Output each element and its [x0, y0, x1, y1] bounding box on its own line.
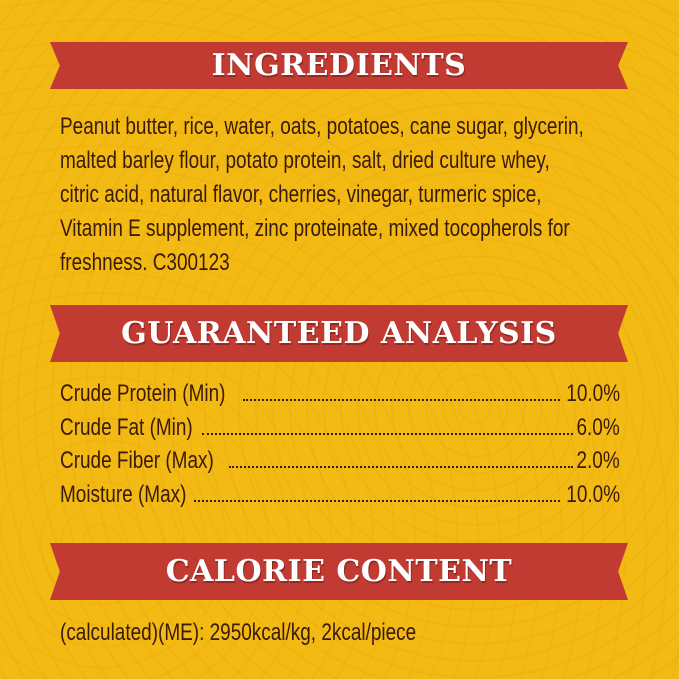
analysis-row: Moisture (Max) 10.0%	[60, 481, 620, 515]
calorie-banner: CALORIE CONTENT	[50, 543, 628, 600]
analysis-row: Crude Fiber (Max) 2.0%	[60, 447, 620, 481]
calorie-text: (calculated)(ME): 2950kcal/kg, 2kcal/pie…	[60, 619, 417, 646]
analysis-table: Crude Protein (Min) 10.0% Crude Fat (Min)…	[60, 380, 620, 514]
analysis-banner: GUARANTEED ANALYSIS	[50, 305, 628, 362]
analysis-value: 10.0%	[566, 380, 620, 407]
analysis-label: Moisture (Max)	[60, 480, 187, 508]
ingredients-line: malted barley flour, potato protein, sal…	[60, 147, 550, 174]
analysis-value: 10.0%	[566, 480, 620, 508]
dot-leader	[194, 499, 560, 502]
calorie-text-block: (calculated)(ME): 2950kcal/kg, 2kcal/pie…	[60, 616, 511, 650]
ingredients-line: Vitamin E supplement, zinc proteinate, m…	[60, 215, 570, 242]
analysis-label: Crude Fiber (Max)	[60, 447, 214, 474]
ingredients-line: Peanut butter, rice, water, oats, potato…	[60, 113, 584, 140]
analysis-label: Crude Fat (Min)	[60, 413, 193, 441]
ingredients-line: freshness. C300123	[60, 249, 230, 276]
dot-leader	[243, 399, 560, 401]
calorie-heading: CALORIE CONTENT	[165, 554, 513, 589]
ingredients-list: Peanut butter, rice, water, oats, potato…	[60, 110, 679, 280]
analysis-row: Crude Fat (Min) 6.0%	[60, 414, 620, 448]
ingredients-line: citric acid, natural flavor, cherries, v…	[60, 181, 542, 208]
ingredients-heading: INGREDIENTS	[211, 48, 467, 83]
ingredients-banner: INGREDIENTS	[50, 42, 628, 89]
analysis-label: Crude Protein (Min)	[60, 380, 226, 407]
dot-leader	[228, 466, 574, 468]
analysis-value: 6.0%	[576, 413, 620, 441]
dot-leader	[202, 432, 574, 435]
analysis-row: Crude Protein (Min) 10.0%	[60, 380, 620, 414]
analysis-heading: GUARANTEED ANALYSIS	[121, 316, 557, 351]
analysis-value: 2.0%	[576, 447, 620, 474]
